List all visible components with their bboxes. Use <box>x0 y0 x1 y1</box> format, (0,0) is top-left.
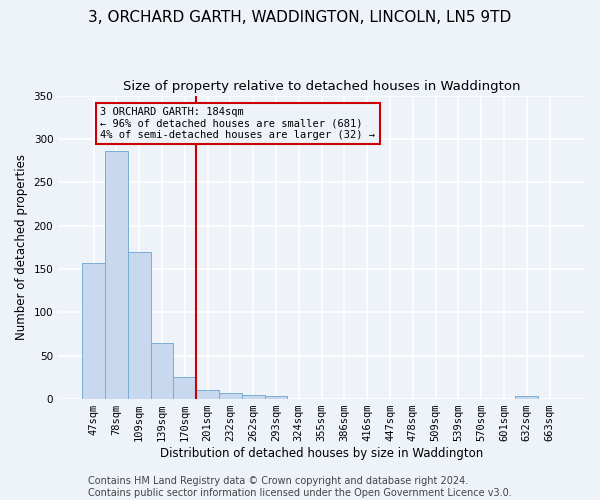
X-axis label: Distribution of detached houses by size in Waddington: Distribution of detached houses by size … <box>160 447 483 460</box>
Bar <box>265 396 287 399</box>
Bar <box>151 342 173 399</box>
Bar <box>196 390 219 399</box>
Bar <box>173 378 196 399</box>
Text: 3, ORCHARD GARTH, WADDINGTON, LINCOLN, LN5 9TD: 3, ORCHARD GARTH, WADDINGTON, LINCOLN, L… <box>88 10 512 25</box>
Bar <box>128 252 151 399</box>
Y-axis label: Number of detached properties: Number of detached properties <box>15 154 28 340</box>
Title: Size of property relative to detached houses in Waddington: Size of property relative to detached ho… <box>123 80 520 93</box>
Bar <box>242 394 265 399</box>
Bar <box>219 393 242 399</box>
Text: 3 ORCHARD GARTH: 184sqm
← 96% of detached houses are smaller (681)
4% of semi-de: 3 ORCHARD GARTH: 184sqm ← 96% of detache… <box>100 107 376 140</box>
Bar <box>105 151 128 399</box>
Bar <box>515 396 538 399</box>
Bar <box>82 263 105 399</box>
Text: Contains HM Land Registry data © Crown copyright and database right 2024.
Contai: Contains HM Land Registry data © Crown c… <box>88 476 512 498</box>
